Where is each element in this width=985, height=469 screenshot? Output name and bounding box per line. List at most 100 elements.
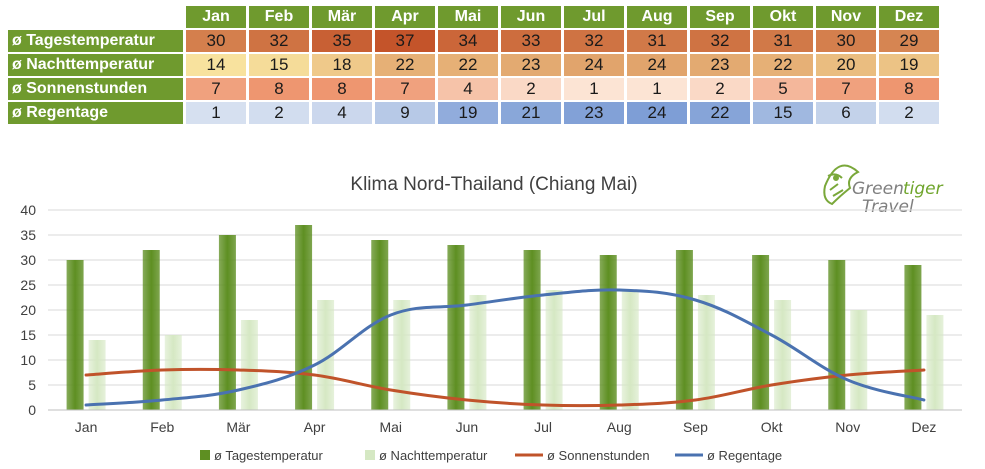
table-cell: 21 xyxy=(501,102,561,124)
x-tick-label: Jul xyxy=(534,419,552,435)
table-cell: 9 xyxy=(375,102,435,124)
bar-tagestemperatur xyxy=(904,265,922,410)
bar-nachttemperatur xyxy=(850,310,868,410)
row-label: ø Tagestemperatur xyxy=(8,30,183,52)
y-tick-label: 20 xyxy=(20,302,36,318)
table-cell: 2 xyxy=(690,78,750,100)
bar-tagestemperatur xyxy=(142,250,160,410)
chart-gridlines xyxy=(48,209,962,411)
table-cell: 1 xyxy=(627,78,687,100)
table-cell: 23 xyxy=(690,54,750,76)
table-cell: 30 xyxy=(816,30,876,52)
green-tiger-logo: Green tiger Travel xyxy=(823,164,944,217)
y-tick-label: 35 xyxy=(20,227,36,243)
bar-tagestemperatur xyxy=(295,225,313,410)
line-regentage xyxy=(84,288,926,407)
table-cell: 4 xyxy=(312,102,372,124)
table-cell: 5 xyxy=(753,78,813,100)
table-cell: 32 xyxy=(249,30,309,52)
month-header: Mai xyxy=(438,6,498,28)
row-label: ø Nachttemperatur xyxy=(8,54,183,76)
logo-word-tiger: tiger xyxy=(903,179,944,199)
legend-swatch xyxy=(365,450,375,460)
climate-table: Jan Feb Mär Apr Mai Jun Jul Aug Sep Okt Nov Dez ø T… xyxy=(5,4,942,126)
logo-word-green: Green xyxy=(852,179,904,199)
table-cell: 18 xyxy=(312,54,372,76)
y-tick-label: 40 xyxy=(20,202,36,218)
table-header-row: Jan Feb Mär Apr Mai Jun Jul Aug Sep Okt Nov Dez xyxy=(8,6,939,28)
legend-label: ø Sonnenstunden xyxy=(547,448,650,463)
line-sonnenstunden xyxy=(84,367,926,408)
month-header: Jan xyxy=(186,6,246,28)
table-cell: 2 xyxy=(249,102,309,124)
x-tick-label: Jan xyxy=(75,419,98,435)
y-tick-label: 25 xyxy=(20,277,36,293)
bar-nachttemperatur xyxy=(621,290,639,410)
y-axis-ticks: 0 5 10 15 20 25 30 35 40 xyxy=(20,202,36,418)
bar-nachttemperatur xyxy=(545,290,563,410)
table-cell: 15 xyxy=(249,54,309,76)
month-header: Feb xyxy=(249,6,309,28)
table-cell: 37 xyxy=(375,30,435,52)
table-cell: 22 xyxy=(438,54,498,76)
table-cell: 2 xyxy=(501,78,561,100)
bar-nachttemperatur xyxy=(164,335,182,410)
table-cell: 2 xyxy=(879,102,939,124)
table-row: ø Nachttemperatur 14 15 18 22 22 23 24 24 23 22 20 1… xyxy=(8,54,939,76)
table-cell: 8 xyxy=(249,78,309,100)
bar-nachttemperatur xyxy=(697,295,715,410)
table-cell: 1 xyxy=(564,78,624,100)
x-tick-label: Okt xyxy=(761,419,783,435)
table-row: ø Regentage 1 2 4 9 19 21 23 24 22 15 6 2 xyxy=(8,102,939,124)
bar-tagestemperatur xyxy=(828,260,846,410)
bar-nachttemperatur xyxy=(469,295,487,410)
table-cell: 35 xyxy=(312,30,372,52)
chart-title: Klima Nord-Thailand (Chiang Mai) xyxy=(350,174,637,195)
climate-chart: Green tiger Travel Klima Nord-Thailand (… xyxy=(20,164,962,463)
legend-swatch xyxy=(200,450,210,460)
table-cell: 4 xyxy=(438,78,498,100)
x-tick-label: Feb xyxy=(150,419,174,435)
bar-tagestemperatur xyxy=(66,260,84,410)
legend-label: ø Nachttemperatur xyxy=(379,448,488,463)
month-header: Jun xyxy=(501,6,561,28)
x-tick-label: Jun xyxy=(456,419,479,435)
table-cell: 14 xyxy=(186,54,246,76)
bar-nachttemperatur xyxy=(393,300,411,410)
x-tick-label: Aug xyxy=(607,419,632,435)
table-cell: 7 xyxy=(816,78,876,100)
table-cell: 22 xyxy=(753,54,813,76)
y-tick-label: 15 xyxy=(20,327,36,343)
x-tick-label: Apr xyxy=(304,419,326,435)
bar-nachttemperatur xyxy=(317,300,335,410)
table-cell: 15 xyxy=(753,102,813,124)
chart-bars xyxy=(66,225,944,410)
table-cell: 30 xyxy=(186,30,246,52)
table-cell: 1 xyxy=(186,102,246,124)
y-tick-label: 10 xyxy=(20,352,36,368)
bar-tagestemperatur xyxy=(599,255,617,410)
logo-word-travel: Travel xyxy=(862,197,914,217)
legend-label: ø Regentage xyxy=(707,448,782,463)
table-row: ø Sonnenstunden 7 8 8 7 4 2 1 1 2 5 7 8 xyxy=(8,78,939,100)
x-tick-label: Dez xyxy=(911,419,936,435)
month-header: Jul xyxy=(564,6,624,28)
month-header: Apr xyxy=(375,6,435,28)
y-tick-label: 0 xyxy=(28,402,36,418)
bar-nachttemperatur xyxy=(240,320,258,410)
month-header: Aug xyxy=(627,6,687,28)
bar-tagestemperatur xyxy=(371,240,389,410)
table-cell: 23 xyxy=(501,54,561,76)
table-cell: 33 xyxy=(501,30,561,52)
table-cell: 22 xyxy=(690,102,750,124)
table-row: ø Tagestemperatur 30 32 35 37 34 33 32 31 32 31 30 2… xyxy=(8,30,939,52)
bar-tagestemperatur xyxy=(447,245,465,410)
x-tick-label: Nov xyxy=(835,419,860,435)
table-cell: 32 xyxy=(690,30,750,52)
table-cell: 24 xyxy=(627,54,687,76)
table-cell: 24 xyxy=(564,54,624,76)
table-cell: 22 xyxy=(375,54,435,76)
table-cell: 19 xyxy=(438,102,498,124)
table-cell: 20 xyxy=(816,54,876,76)
table-cell: 34 xyxy=(438,30,498,52)
